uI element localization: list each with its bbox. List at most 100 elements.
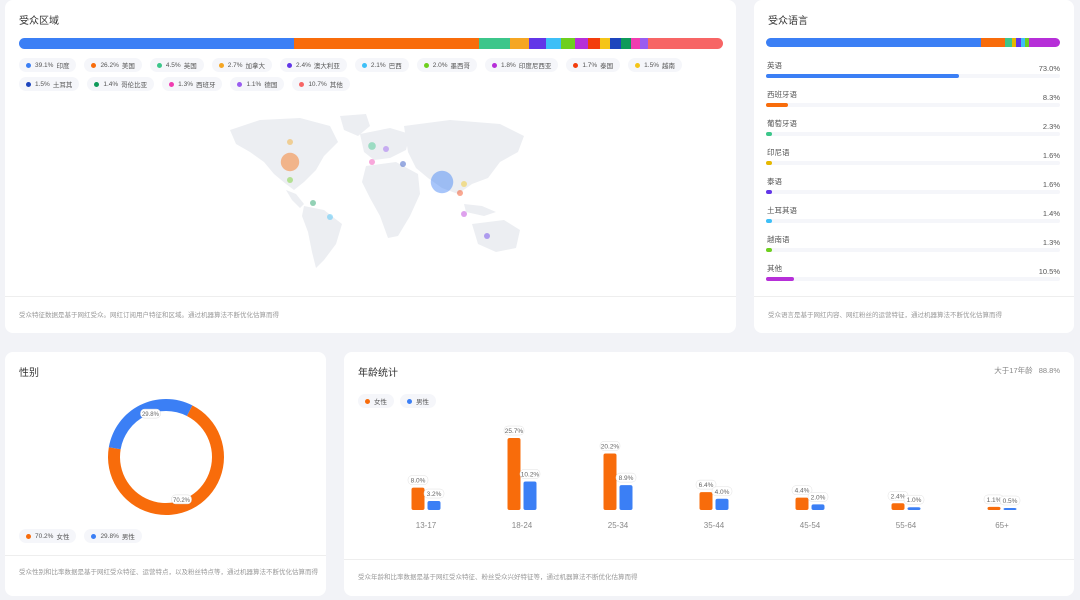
region-stacked-bar xyxy=(19,38,723,49)
legend-text: 西班牙 xyxy=(195,82,216,89)
language-bar-segment[interactable] xyxy=(1029,38,1060,47)
age-bar[interactable] xyxy=(523,481,537,510)
map-bubble[interactable] xyxy=(369,159,375,165)
map-bubble[interactable] xyxy=(461,211,467,217)
map-bubble[interactable] xyxy=(327,214,333,220)
map-bubble[interactable] xyxy=(457,190,463,196)
language-percent: 1.6% xyxy=(1042,180,1060,189)
region-bar-segment[interactable] xyxy=(610,38,621,49)
region-bar-segment[interactable] xyxy=(587,38,600,49)
legend-dot-icon xyxy=(94,81,100,87)
age-bar[interactable] xyxy=(891,503,905,510)
legend-dot-icon xyxy=(492,62,498,68)
legend-dot-icon xyxy=(635,62,641,68)
map-bubble[interactable] xyxy=(461,181,467,187)
age-bar[interactable] xyxy=(907,507,921,510)
age-bar-label-text: 6.4% xyxy=(699,482,714,489)
age-bar[interactable] xyxy=(795,497,809,510)
language-name: 西班牙语 xyxy=(767,90,797,99)
region-bar-segment[interactable] xyxy=(599,38,611,49)
age-bar-label-text: 3.2% xyxy=(427,491,442,498)
legend-text: 10.7% xyxy=(308,80,327,88)
region-title: 受众区域 xyxy=(19,16,59,27)
age-bar[interactable] xyxy=(987,506,1001,510)
region-bar-segment[interactable] xyxy=(561,38,576,49)
age-title: 年龄统计 xyxy=(358,368,398,379)
age-bar-label-text: 25.7% xyxy=(505,428,524,435)
map-bubble[interactable] xyxy=(484,233,490,239)
map-bubble[interactable] xyxy=(280,152,300,172)
legend-text: 1.1% xyxy=(246,80,262,88)
language-percent: 8.3% xyxy=(1042,93,1060,102)
region-bar-segment[interactable] xyxy=(546,38,562,49)
age-bar[interactable] xyxy=(507,438,521,510)
language-bar-segment[interactable] xyxy=(1025,38,1030,47)
gender-donut-slice[interactable] xyxy=(108,399,193,450)
region-divider xyxy=(5,296,736,297)
gender-card: 性别 70.2% 29.8% 70.2% 女性 29.8% 男性 受众性别和比率数据是基… xyxy=(5,352,326,596)
legend-text: 巴西 xyxy=(388,63,402,70)
age-bar[interactable] xyxy=(603,453,617,510)
language-stacked-bar xyxy=(766,38,1060,47)
region-bar-segment[interactable] xyxy=(510,38,530,49)
legend-dot-icon xyxy=(365,398,370,404)
language-bar-segment[interactable] xyxy=(1021,38,1026,47)
map-bubble[interactable] xyxy=(400,161,406,167)
age-bar-label-text: 4.4% xyxy=(795,488,810,495)
legend-text: 26.2% xyxy=(100,61,119,69)
legend-text: 29.8% xyxy=(100,532,119,540)
region-bar-segment[interactable] xyxy=(639,38,648,49)
gender-note: 受众性别和比率数据是基于网红受众特征、运营特点，以及粉丝特点等，通过机器算法不断… xyxy=(19,569,318,576)
region-legend-item: 1.5% 土耳其 xyxy=(19,77,80,91)
language-percent: 2.3% xyxy=(1042,122,1060,131)
age-bar-label: 25.7% xyxy=(503,425,525,436)
language-bar-segment[interactable] xyxy=(1011,38,1017,47)
language-progress-track xyxy=(766,277,1060,281)
region-bar-segment[interactable] xyxy=(620,38,631,49)
language-progress-fill xyxy=(766,103,788,107)
language-row: 其他 10.5% xyxy=(766,263,1060,292)
age-bar[interactable] xyxy=(715,498,729,510)
age-bar-label-text: 0.5% xyxy=(1003,498,1018,505)
language-bar-segment[interactable] xyxy=(1016,38,1022,47)
region-note: 受众特征数据是基于网红受众。网红订阅用户特征和区域。通过机器算法不断优化估算而得 xyxy=(19,312,279,319)
map-bubble[interactable] xyxy=(383,146,389,152)
age-legend-item: 男性 xyxy=(400,394,436,408)
age-bar[interactable] xyxy=(427,501,441,510)
region-bar-segment[interactable] xyxy=(575,38,588,49)
region-bar-segment[interactable] xyxy=(294,38,479,49)
gender-slice-label-text: 70.2% xyxy=(173,498,191,504)
region-bar-segment[interactable] xyxy=(478,38,511,49)
map-bubble[interactable] xyxy=(430,170,454,194)
language-row: 印尼语 1.6% xyxy=(766,147,1060,176)
region-legend-item: 2.0% 墨西哥 xyxy=(416,58,478,72)
language-progress-track xyxy=(766,161,1060,165)
region-legend-item: 2.1% 巴西 xyxy=(354,58,409,72)
legend-dot-icon xyxy=(169,81,175,87)
map-bubble[interactable] xyxy=(310,200,316,206)
language-progress-track xyxy=(766,132,1060,136)
language-divider xyxy=(754,296,1074,297)
region-bar-segment[interactable] xyxy=(529,38,547,49)
language-bar-segment[interactable] xyxy=(980,38,1005,47)
legend-text: 泰国 xyxy=(600,63,614,70)
legend-dot-icon xyxy=(91,533,97,539)
age-bar[interactable] xyxy=(411,487,425,510)
age-bar-label-text: 1.1% xyxy=(987,497,1002,504)
age-bar[interactable] xyxy=(699,492,713,510)
region-bar-segment[interactable] xyxy=(19,38,295,49)
map-bubble[interactable] xyxy=(287,177,293,183)
legend-text: 墨西哥 xyxy=(450,63,471,70)
legend-dot-icon xyxy=(91,62,97,68)
legend-dot-icon xyxy=(237,81,243,87)
region-legend-item: 1.4% 哥伦比亚 xyxy=(87,77,155,91)
language-bar-segment[interactable] xyxy=(1005,38,1012,47)
age-bar[interactable] xyxy=(811,504,825,510)
map-bubble[interactable] xyxy=(287,139,293,145)
region-bar-segment[interactable] xyxy=(647,38,723,49)
region-bar-segment[interactable] xyxy=(630,38,640,49)
age-bar[interactable] xyxy=(1003,508,1017,510)
map-bubble[interactable] xyxy=(368,142,376,150)
language-bar-segment[interactable] xyxy=(766,38,981,47)
age-bar[interactable] xyxy=(619,485,633,510)
